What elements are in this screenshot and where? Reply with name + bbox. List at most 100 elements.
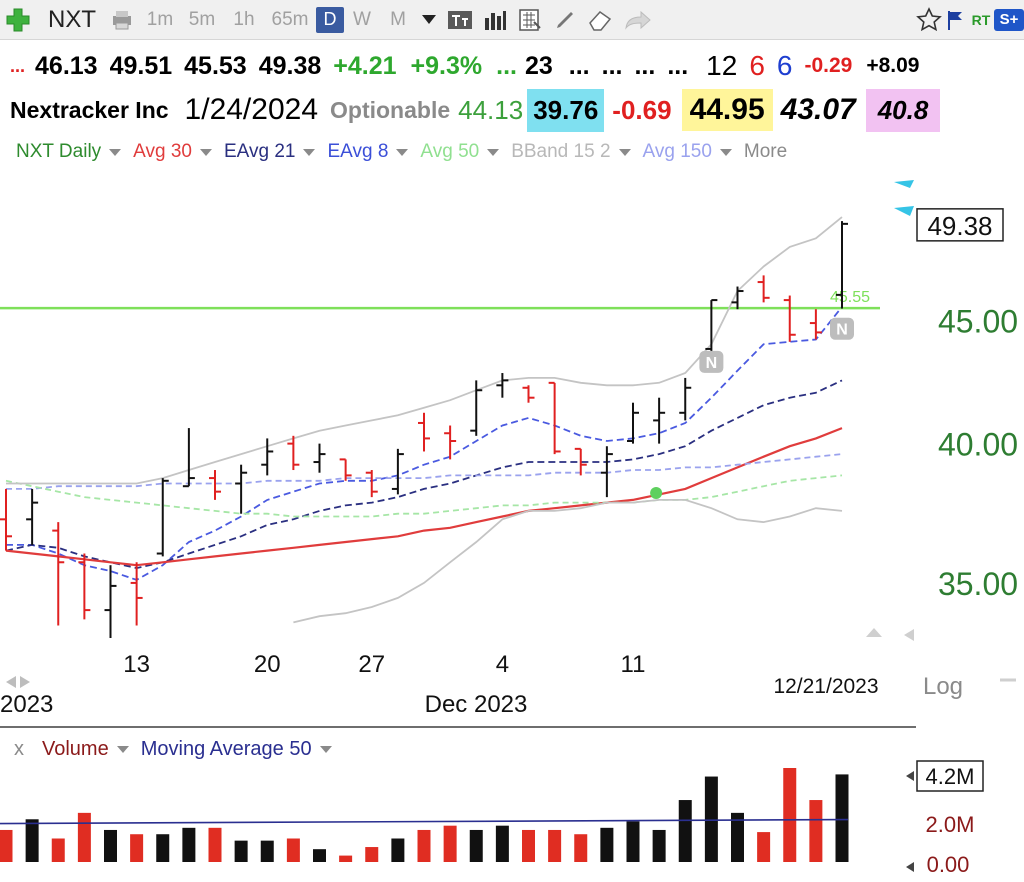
star-icon[interactable] [914, 5, 944, 35]
info-value-6: 40.8 [865, 88, 941, 132]
quote-row: ... 46.13 49.51 45.53 49.38 +4.21 +9.3% … [0, 44, 1024, 88]
legend-item-5[interactable]: BBand 15 2 [511, 141, 611, 162]
signal-dot [650, 487, 663, 500]
rt-badge[interactable]: RT [971, 11, 991, 28]
volume-bar [234, 840, 248, 862]
chart-type-dropdown-icon[interactable] [416, 5, 442, 35]
timeframe-d[interactable]: D [316, 6, 344, 33]
timeframe-w[interactable]: W [353, 8, 371, 30]
price-chart[interactable]: 45.55 N N 45.00 40.00 35.00 49.38 13 20 27 4 11 2023… [0, 168, 1024, 724]
volume-bar [0, 829, 13, 862]
volume-bar [600, 827, 614, 862]
price-bar [209, 470, 221, 500]
price-bar [104, 565, 117, 638]
toolbar: NXT 1m 5m 1h 65m D W M RT S+ [0, 0, 1024, 40]
legend-item-dropdown-icon[interactable] [618, 148, 631, 156]
price-bar [600, 446, 613, 498]
eraser-icon[interactable] [582, 5, 618, 35]
volume-dropdown-icon[interactable] [116, 745, 129, 753]
date-tick-label: 13 [123, 651, 150, 678]
printer-icon[interactable] [104, 5, 140, 35]
legend-item-1[interactable]: Avg 30 [133, 141, 192, 162]
price-bar [130, 562, 143, 626]
price-bar [783, 295, 796, 342]
last-price-box [916, 208, 1004, 242]
price-bar [339, 458, 352, 481]
timeframe-1m[interactable]: 1m [146, 8, 174, 30]
volume-bar [313, 849, 326, 862]
price-bar [418, 412, 430, 452]
volume-bar [391, 838, 405, 862]
timeframe-m[interactable]: M [390, 8, 406, 30]
legend-item-0[interactable]: NXT Daily [16, 141, 102, 162]
legend-item-dropdown-icon[interactable] [719, 148, 732, 156]
date-tick-label: 11 [621, 651, 646, 678]
volume-ma-label[interactable]: Moving Average 50 [140, 737, 312, 760]
flag-icon[interactable] [944, 5, 968, 35]
log-scale-toggle: Log [923, 673, 963, 700]
pane-divider[interactable] [0, 726, 916, 728]
calculator-icon[interactable] [512, 5, 548, 35]
legend-item-dropdown-icon[interactable] [109, 148, 122, 156]
info-value-3: -0.69 [612, 94, 672, 125]
legend-item-6[interactable]: Avg 150 [642, 141, 712, 162]
quote-open: 46.13 [35, 51, 98, 80]
company-name: Nextracker Inc [10, 96, 169, 123]
bar-chart-icon[interactable] [478, 5, 512, 35]
quote-change-pct: +9.3% [410, 51, 483, 80]
close-pane-icon[interactable]: x [14, 737, 24, 760]
quote-date: 1/24/2024 [184, 93, 319, 126]
price-bar [235, 464, 248, 514]
quote-neg-029: -0.29 [804, 54, 853, 77]
legend-item-dropdown-icon[interactable] [487, 148, 500, 156]
timeframe-1h[interactable]: 1h [233, 8, 255, 30]
info-row: Nextracker Inc 1/24/2024 Optionable 44.1… [0, 88, 1024, 132]
volume-title[interactable]: Volume [42, 737, 109, 760]
quote-dots: ... [10, 55, 26, 76]
news-marker-icon: N [830, 317, 854, 340]
legend-item-dropdown-icon[interactable] [199, 148, 212, 156]
legend-more-button[interactable]: More [743, 141, 788, 162]
volume-tick-label: 2.0M [926, 812, 975, 837]
volume-legend: x Volume Moving Average 50 [14, 736, 344, 762]
symbol-label[interactable]: NXT [48, 5, 96, 33]
volume-tick-label: 0.00 [927, 852, 970, 877]
volume-ma-dropdown-icon[interactable] [319, 745, 332, 753]
price-tick-label: 40.00 [938, 427, 1018, 463]
sc-badge[interactable]: S+ [994, 8, 1024, 31]
price-bar [548, 381, 561, 455]
series-avg-50 [5, 474, 843, 518]
quote-ellipsis-1: ... [568, 51, 590, 80]
text-tool-icon[interactable] [442, 5, 478, 35]
price-bar [705, 299, 718, 359]
quote-change: +4.21 [333, 51, 397, 80]
legend-item-4[interactable]: Avg 50 [420, 141, 480, 162]
volume-bar [208, 827, 222, 862]
timeframe-65m[interactable]: 65m [271, 8, 309, 30]
pan-arrows-icon [6, 676, 30, 688]
series-bband-lower [293, 499, 843, 624]
month-label: 2023 [0, 691, 53, 718]
volume-ma-line [0, 818, 849, 825]
pencil-icon[interactable] [548, 5, 582, 35]
volume-bar [417, 829, 431, 862]
legend-item-3[interactable]: EAvg 8 [327, 141, 389, 162]
news-marker-icon: N [699, 350, 724, 373]
legend-item-2[interactable]: EAvg 21 [223, 141, 296, 162]
timeframe-5m[interactable]: 5m [188, 8, 216, 30]
volume-chart[interactable]: 4.2M 2.0M 0.00 [0, 732, 1024, 882]
legend-item-dropdown-icon[interactable] [303, 148, 316, 156]
support-line-label: 45.55 [830, 289, 870, 306]
add-symbol-icon[interactable] [0, 5, 36, 35]
bid-marker-icon [894, 180, 914, 188]
volume-bar [104, 829, 117, 862]
volume-bar [757, 832, 771, 862]
price-bar [496, 373, 509, 398]
date-tick-label: 27 [358, 651, 385, 678]
forward-arrow-icon[interactable] [618, 5, 658, 35]
price-bar [365, 470, 378, 498]
legend-item-dropdown-icon[interactable] [396, 148, 409, 156]
quote-6-blue: 6 [776, 50, 793, 81]
price-bar [313, 443, 326, 473]
price-bar [52, 522, 65, 626]
